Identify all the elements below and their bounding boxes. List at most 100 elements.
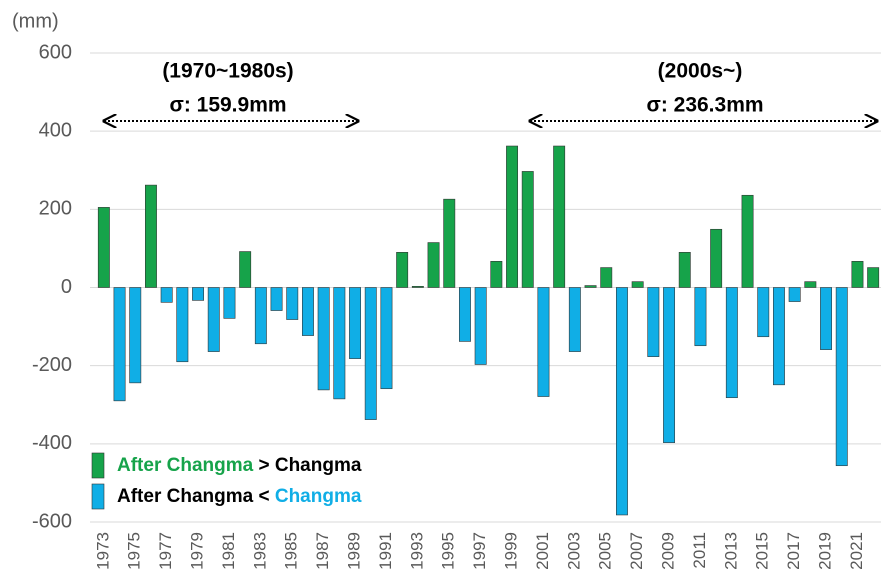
x-tick-label: 1979	[188, 532, 207, 570]
bar	[301, 287, 314, 336]
bar	[113, 287, 126, 402]
x-tick-label: 1973	[93, 532, 112, 570]
bar	[97, 207, 110, 288]
bar	[537, 287, 550, 397]
legend-text: After Changma	[117, 455, 254, 476]
bar	[490, 261, 503, 288]
x-tick-label: 2007	[627, 532, 646, 570]
x-tick-label: 2003	[564, 532, 583, 570]
y-axis-label: (mm)	[12, 10, 59, 32]
bars	[97, 145, 880, 516]
bar	[364, 287, 377, 420]
bar	[663, 287, 676, 443]
bar	[443, 198, 456, 288]
bar	[757, 287, 770, 338]
x-tick-label: 1977	[156, 532, 175, 570]
x-tick-label: 1991	[376, 532, 395, 570]
bar	[553, 145, 566, 288]
annotation: σ: 236.3mm	[646, 94, 763, 117]
bar	[631, 281, 644, 288]
x-tick-label: 1985	[282, 532, 301, 570]
y-tick-label: 400	[39, 119, 72, 141]
bar	[254, 287, 267, 345]
bar	[270, 287, 283, 311]
x-tick-label: 1987	[313, 532, 332, 570]
x-tick-label: 2017	[784, 532, 803, 570]
bar	[568, 287, 581, 352]
legend-text: Changma	[275, 455, 362, 476]
bar	[458, 287, 471, 342]
x-tick-label: 2001	[533, 532, 552, 570]
bar	[741, 194, 754, 288]
bar	[867, 267, 880, 288]
x-tick-label: 2013	[721, 532, 740, 570]
x-tick-label: 2021	[847, 532, 866, 570]
bar	[615, 287, 628, 516]
bar	[380, 287, 393, 390]
bar	[820, 287, 833, 350]
bar	[207, 287, 220, 352]
y-tick-label: -600	[32, 510, 72, 532]
bar	[600, 267, 613, 288]
bar	[160, 287, 173, 303]
legend-text: After Changma	[117, 486, 254, 507]
bar	[349, 287, 362, 359]
bar	[804, 281, 817, 288]
annotation: σ: 159.9mm	[169, 94, 286, 117]
bar	[506, 145, 519, 288]
x-tick-label: 2015	[753, 532, 772, 570]
bar	[317, 287, 330, 391]
bar	[521, 171, 534, 288]
bar	[144, 184, 157, 288]
x-tick-label: 1981	[219, 532, 238, 570]
bar	[694, 287, 707, 347]
x-tick-label: 1989	[345, 532, 364, 570]
bar	[474, 287, 487, 365]
x-tick-label: 2009	[659, 532, 678, 570]
x-tick-label: 1983	[250, 532, 269, 570]
bar	[710, 228, 723, 288]
bar	[725, 287, 738, 399]
x-tick-label: 1997	[470, 532, 489, 570]
bar	[286, 287, 299, 320]
bar	[333, 287, 346, 400]
x-tick-label: 1993	[407, 532, 426, 570]
x-tick-label: 2019	[816, 532, 835, 570]
x-tick-label: 1975	[125, 532, 144, 570]
bar	[427, 242, 440, 288]
legend-entry: After Changma < Changma	[117, 486, 362, 507]
x-tick-label: 1995	[439, 532, 458, 570]
bar	[584, 285, 597, 288]
bar	[678, 252, 691, 288]
legend-text: <	[253, 486, 275, 507]
legend-entry: After Changma > Changma	[117, 455, 362, 476]
y-tick-label: 0	[61, 276, 72, 298]
y-tick-label: 600	[39, 41, 72, 63]
annotation: (2000s~)	[658, 60, 743, 83]
y-tick-label: 200	[39, 198, 72, 220]
bar	[176, 287, 189, 363]
bar	[835, 287, 848, 467]
bar	[223, 287, 236, 319]
bar	[396, 252, 409, 288]
bar	[192, 287, 205, 301]
legend-swatch	[91, 452, 105, 479]
bar	[851, 261, 864, 288]
bar	[772, 287, 785, 386]
bar	[411, 286, 424, 288]
x-tick-label: 2011	[690, 532, 709, 569]
legend-swatch	[91, 483, 105, 510]
y-tick-label: -400	[32, 432, 72, 454]
bar	[788, 287, 801, 302]
legend-text: Changma	[275, 486, 362, 507]
legend-text: >	[253, 455, 275, 476]
bar	[647, 287, 660, 357]
bar	[129, 287, 142, 384]
grid	[90, 52, 881, 523]
x-tick-label: 1999	[502, 532, 521, 570]
bar	[239, 251, 252, 288]
annotation: (1970~1980s)	[162, 60, 293, 83]
x-tick-label: 2005	[596, 532, 615, 570]
